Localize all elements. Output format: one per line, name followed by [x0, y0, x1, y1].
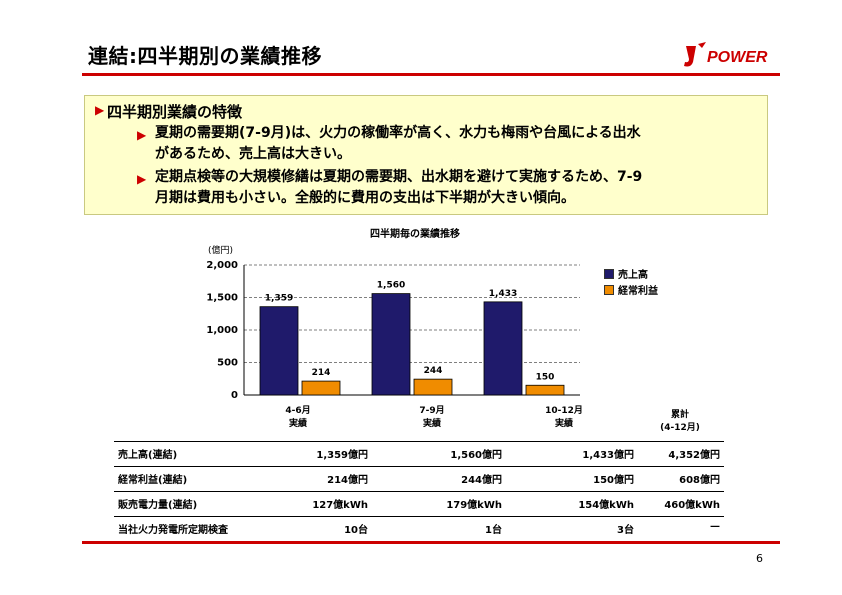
- bar-ordinary-profit: [413, 378, 453, 396]
- data-label: 244: [424, 366, 443, 376]
- y-tick-label: 2,000: [206, 260, 238, 271]
- table-row: 売上高(連結) 1,359億円 1,560億円 1,433億円 4,352億円: [114, 441, 724, 467]
- y-tick-label: 1,500: [206, 293, 238, 304]
- bar-ordinary-profit: [301, 380, 341, 396]
- legend-swatch: [604, 284, 614, 295]
- table-row: 経常利益(連結) 214億円 244億円 150億円 608億円: [114, 467, 724, 492]
- data-label: 150: [536, 372, 555, 382]
- y-tick-label: 0: [231, 390, 238, 401]
- legend-item-sales: 売上高: [604, 266, 648, 281]
- table-row: 販売電力量(連結) 127億kWh 179億kWh 154億kWh 460億kW…: [114, 492, 724, 517]
- category-label: 4-6月 実績: [285, 406, 311, 429]
- performance-table: 売上高(連結) 1,359億円 1,560億円 1,433億円 4,352億円 …: [114, 441, 724, 542]
- category-label: 10-12月 実績: [545, 406, 583, 429]
- bar-sales: [483, 301, 523, 396]
- legend-swatch: [604, 268, 614, 279]
- data-label: 1,359: [265, 294, 293, 304]
- y-tick-label: 500: [217, 358, 238, 369]
- bullet-triangle-icon: ▶: [137, 128, 147, 142]
- bar-sales: [371, 293, 411, 396]
- svg-text:POWER: POWER: [707, 49, 768, 66]
- features-box: ▶ 四半期別業績の特徴 ▶ 夏期の需要期(7-9月)は、火力の稼働率が高く、水力…: [84, 95, 768, 215]
- jpower-logo: POWER: [680, 40, 780, 70]
- cumulative-label: 累計 (4-12月): [660, 410, 700, 433]
- bar-sales: [259, 306, 299, 396]
- title-divider: [82, 73, 780, 76]
- feature-item-1: 夏期の需要期(7-9月)は、火力の稼働率が高く、水力も梅雨や台風による出水 があ…: [155, 125, 641, 162]
- bar-ordinary-profit: [525, 384, 565, 396]
- chart-title: 四半期毎の業績推移: [370, 229, 460, 240]
- data-label: 1,433: [489, 289, 517, 299]
- footer-divider: [82, 541, 780, 544]
- data-label: 214: [312, 368, 331, 378]
- feature-item-2: 定期点検等の大規模修繕は夏期の需要期、出水期を避けて実施するため、7-9 月期は…: [155, 169, 643, 206]
- category-label: 7-9月 実績: [419, 406, 445, 429]
- bullet-triangle-icon: ▶: [137, 172, 147, 186]
- table-row: 当社火力発電所定期検査 10台 1台 3台 —: [114, 517, 724, 542]
- bullet-triangle-icon: ▶: [95, 103, 105, 117]
- legend-item-ordinary-profit: 経常利益: [604, 282, 658, 297]
- page-title: 連結:四半期別の業績推移: [88, 44, 322, 68]
- data-label: 1,560: [377, 281, 405, 291]
- features-heading: 四半期別業績の特徴: [107, 103, 243, 121]
- chart-unit-label: (億円): [208, 246, 234, 256]
- y-tick-label: 1,000: [206, 325, 238, 336]
- page-number: 6: [756, 552, 763, 565]
